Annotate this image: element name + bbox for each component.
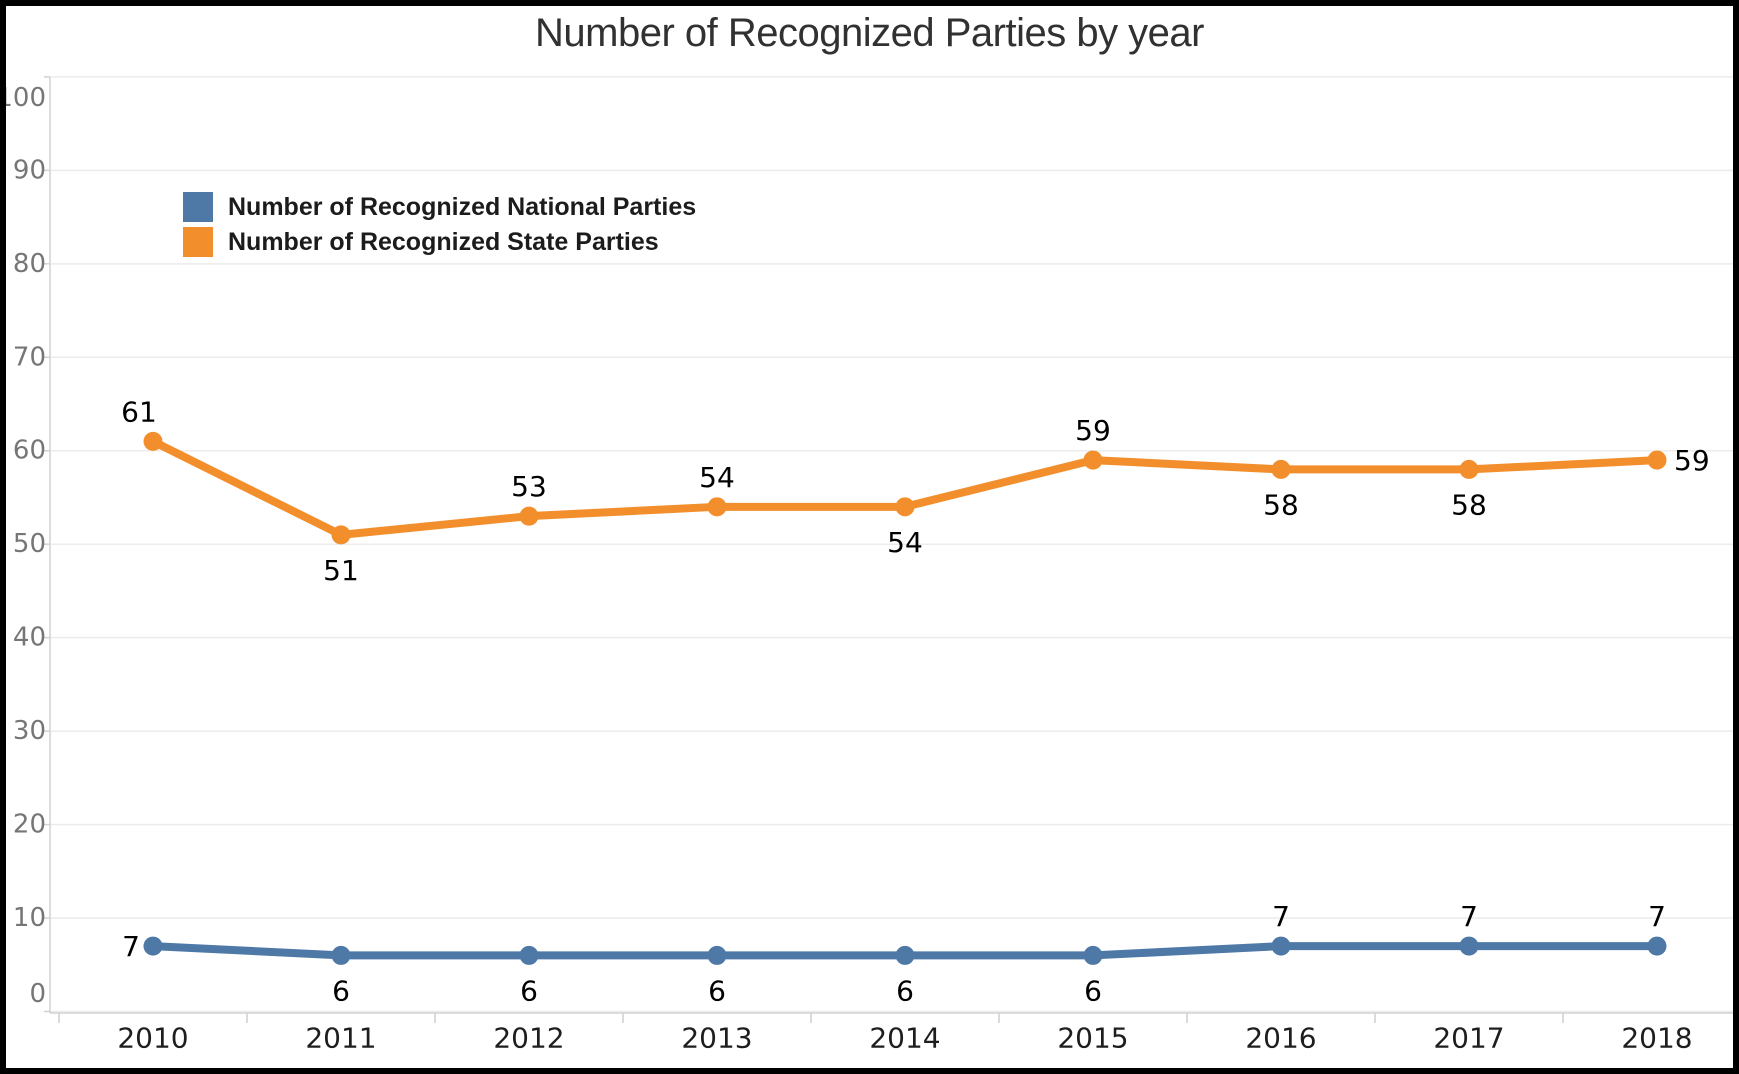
data-label: 7 xyxy=(1648,900,1666,933)
data-point[interactable] xyxy=(1083,450,1103,470)
data-point[interactable] xyxy=(1459,936,1479,956)
data-point[interactable] xyxy=(143,431,163,451)
data-label: 58 xyxy=(1451,488,1487,521)
y-axis-tick-label: 10 xyxy=(13,903,46,933)
data-label: 59 xyxy=(1075,414,1111,447)
data-label: 59 xyxy=(1674,444,1710,477)
data-label: 61 xyxy=(121,395,157,428)
y-axis-tick-label: 30 xyxy=(13,716,46,746)
data-point[interactable] xyxy=(895,497,915,517)
x-axis-tick-label: 2011 xyxy=(305,1022,376,1055)
y-axis-tick-label: 80 xyxy=(13,249,46,279)
y-axis-tick-label: 40 xyxy=(13,623,46,653)
x-axis-tick-label: 2018 xyxy=(1621,1022,1692,1055)
y-axis-tick-label: 20 xyxy=(13,810,46,840)
x-axis-tick-label: 2013 xyxy=(681,1022,752,1055)
y-axis-tick-label: 50 xyxy=(13,529,46,559)
x-axis-tick-label: 2012 xyxy=(493,1022,564,1055)
x-axis-tick-label: 2015 xyxy=(1057,1022,1128,1055)
y-axis-tick-label: 90 xyxy=(13,155,46,185)
legend-label-state: Number of Recognized State Parties xyxy=(228,227,659,256)
data-point[interactable] xyxy=(331,945,351,965)
legend-item-state-parties[interactable]: Number of Recognized State Parties xyxy=(183,227,696,257)
x-axis-tick-label: 2014 xyxy=(869,1022,940,1055)
data-label: 54 xyxy=(887,526,923,559)
series-line xyxy=(149,437,1661,539)
data-label: 7 xyxy=(1272,900,1290,933)
y-axis-tick-label: 0 xyxy=(29,979,46,1009)
y-axis-tick-label: 60 xyxy=(13,436,46,466)
data-point[interactable] xyxy=(1083,945,1103,965)
y-axis-tick-label: 70 xyxy=(13,342,46,372)
chart-title: Number of Recognized Parties by year xyxy=(535,11,1205,55)
legend: Number of Recognized National Parties Nu… xyxy=(183,192,696,262)
legend-label-national: Number of Recognized National Parties xyxy=(228,192,697,221)
legend-item-national-parties[interactable]: Number of Recognized National Parties xyxy=(183,192,696,222)
data-point[interactable] xyxy=(707,945,727,965)
data-label: 6 xyxy=(896,974,914,1007)
data-point[interactable] xyxy=(1271,459,1291,479)
data-point[interactable] xyxy=(1647,936,1667,956)
data-point[interactable] xyxy=(331,525,351,545)
data-label: 7 xyxy=(1460,900,1478,933)
y-axis-tick-label: 100 xyxy=(0,83,46,113)
x-axis-tick-label: 2016 xyxy=(1245,1022,1316,1055)
data-label: 6 xyxy=(708,974,726,1007)
x-axis-tick-label: 2010 xyxy=(117,1022,188,1055)
data-point[interactable] xyxy=(519,945,539,965)
data-label: 7 xyxy=(122,930,140,963)
data-point[interactable] xyxy=(519,506,539,526)
data-label: 58 xyxy=(1263,488,1299,521)
legend-swatch-national-icon xyxy=(183,192,213,222)
data-point[interactable] xyxy=(1459,459,1479,479)
data-point[interactable] xyxy=(1647,450,1667,470)
data-label: 53 xyxy=(511,470,547,503)
data-label: 6 xyxy=(520,974,538,1007)
data-label: 6 xyxy=(332,974,350,1007)
data-point[interactable] xyxy=(143,936,163,956)
legend-swatch-state-icon xyxy=(183,227,213,257)
data-label: 54 xyxy=(699,461,735,494)
data-label: 6 xyxy=(1084,974,1102,1007)
data-point[interactable] xyxy=(895,945,915,965)
data-point[interactable] xyxy=(707,497,727,517)
data-label: 51 xyxy=(323,554,359,587)
x-axis-tick-label: 2017 xyxy=(1433,1022,1504,1055)
data-point[interactable] xyxy=(1271,936,1291,956)
